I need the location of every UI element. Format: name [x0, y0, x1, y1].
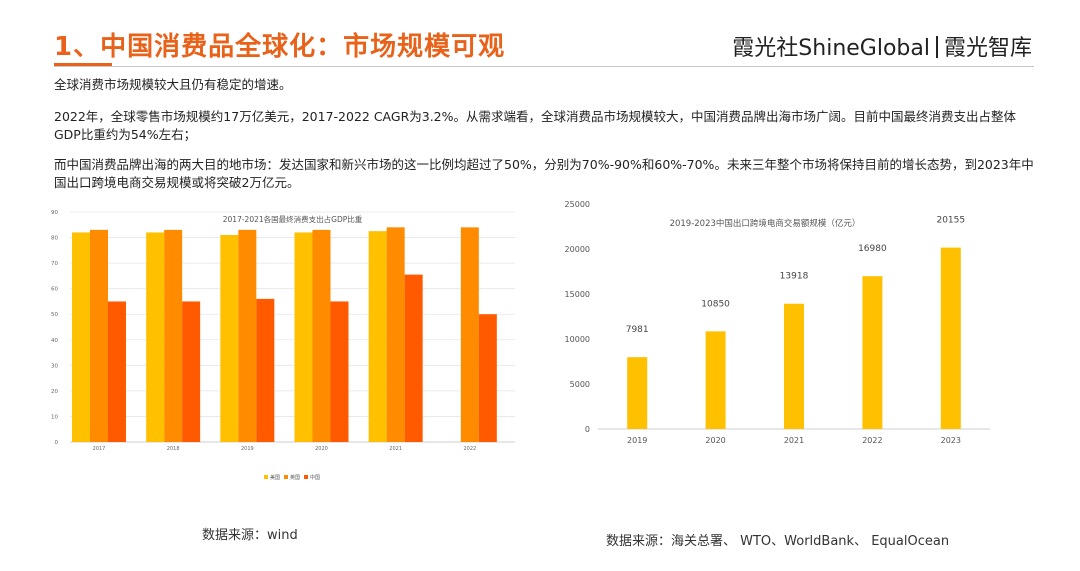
chart2-x-tick: 2022 — [862, 436, 882, 445]
chart1-bar-英国 — [90, 229, 108, 442]
chart1-bar-中国 — [108, 301, 126, 442]
chart1-legend-swatch — [264, 475, 268, 479]
chart2-y-tick: 20000 — [565, 245, 590, 254]
chart1-bar-英国 — [460, 227, 479, 442]
chart1-legend-label: 中国 — [310, 474, 320, 481]
chart1-x-tick: 2017 — [93, 446, 106, 452]
chart1-x-tick: 2022 — [463, 446, 476, 452]
chart1-y-tick: 0 — [55, 440, 59, 446]
chart1-y-tick: 80 — [51, 236, 58, 242]
chart2-x-tick: 2020 — [705, 436, 725, 445]
chart1-bar-英国 — [164, 229, 183, 442]
cross-border-ecommerce-chart: 2019-2023中国出口跨境电商交易额规模（亿元） 0 5000 10000 1500… — [565, 200, 990, 445]
chart1-bar-美国 — [146, 232, 165, 442]
chart1-legend-label: 英国 — [290, 474, 300, 481]
chart1-y-tick: 10 — [51, 414, 58, 420]
chart1-y-tick: 30 — [51, 363, 58, 369]
chart1-y-tick: 90 — [51, 210, 58, 216]
destination-market-paragraph: 而中国消费品牌出海的两大目的地市场：发达国家和新兴市场的这一比例均超过了50%，… — [54, 157, 1034, 190]
chart2-source: 数据来源：海关总署、 WTO、WorldBank、 EqualOcean — [606, 534, 950, 549]
page-title: 1、中国消费品全球化：市场规模可观 — [54, 32, 506, 62]
chart1-bar-中国 — [478, 314, 497, 442]
chart2-y-tick: 25000 — [565, 200, 590, 209]
chart1-y-tick: 70 — [51, 261, 58, 267]
chart1-bar-中国 — [182, 301, 201, 442]
chart2-y-tick: 15000 — [565, 290, 590, 299]
chart1-bar-美国 — [220, 235, 239, 442]
chart2-x-tick: 2019 — [627, 436, 647, 445]
chart1-x-tick: 2020 — [315, 446, 328, 452]
chart2-bar — [627, 357, 648, 429]
chart2-data-label: 7981 — [626, 325, 649, 335]
chart1-source: 数据来源：wind — [202, 528, 298, 543]
market-size-paragraph: 2022年，全球零售市场规模约17万亿美元，2017-2022 CAGR为3.2… — [54, 109, 1017, 142]
chart1-bar-美国 — [368, 231, 387, 442]
header-divider — [54, 66, 1034, 67]
brand-name-en: ShineGlobal — [798, 36, 930, 61]
chart1-y-tick: 50 — [51, 312, 58, 318]
chart1-bar-美国 — [294, 232, 313, 442]
chart1-legend-swatch — [304, 475, 308, 479]
chart1-x-tick: 2018 — [167, 446, 180, 452]
intro-paragraph: 全球消费市场规模较大且仍有稳定的增速。 — [54, 77, 292, 92]
brand-logo: 霞光社ShineGlobal 霞光智库 — [732, 30, 1032, 62]
chart2-data-label: 16980 — [858, 244, 887, 254]
chart1-x-tick: 2021 — [389, 446, 402, 452]
chart2-bar — [705, 331, 726, 429]
consumption-gdp-share-chart: 2017-2021各国最终消费支出占GDP比重 0 10 20 30 40 50 60 70 80… — [51, 210, 515, 481]
title-accent-bar — [54, 63, 112, 67]
chart1-bar-英国 — [238, 229, 257, 442]
chart2-data-label: 13918 — [780, 272, 809, 282]
chart1-legend-swatch — [284, 475, 288, 479]
chart2-bar — [784, 303, 804, 429]
chart1-x-tick: 2019 — [241, 446, 254, 452]
chart2-y-tick: 10000 — [565, 335, 590, 344]
brand-separator — [935, 36, 938, 58]
chart2-y-tick: 5000 — [570, 380, 590, 389]
chart1-legend-label: 美国 — [270, 474, 280, 481]
chart2-y-tick: 0 — [585, 425, 590, 434]
chart2-bar — [862, 276, 883, 429]
brand-name-cn: 霞光社 — [732, 36, 799, 61]
chart1-bar-中国 — [256, 298, 275, 442]
chart2-title: 2019-2023中国出口跨境电商交易额规模（亿元） — [670, 218, 861, 229]
chart1-bar-美国 — [72, 232, 90, 442]
chart2-x-tick: 2021 — [784, 436, 804, 445]
brand-think-tank: 霞光智库 — [943, 36, 1032, 61]
chart2-bar — [940, 247, 961, 429]
chart1-y-tick: 60 — [51, 287, 58, 293]
chart1-bar-英国 — [386, 227, 405, 442]
chart1-bar-中国 — [330, 301, 349, 442]
chart1-bar-英国 — [312, 229, 331, 442]
chart2-data-label: 20155 — [936, 216, 965, 226]
chart1-title: 2017-2021各国最终消费支出占GDP比重 — [223, 214, 363, 224]
chart2-x-tick: 2023 — [941, 436, 961, 445]
chart2-data-label: 10850 — [701, 299, 730, 309]
chart1-bar-中国 — [404, 274, 423, 442]
chart1-y-tick: 20 — [51, 389, 58, 395]
chart1-y-tick: 40 — [51, 338, 58, 344]
